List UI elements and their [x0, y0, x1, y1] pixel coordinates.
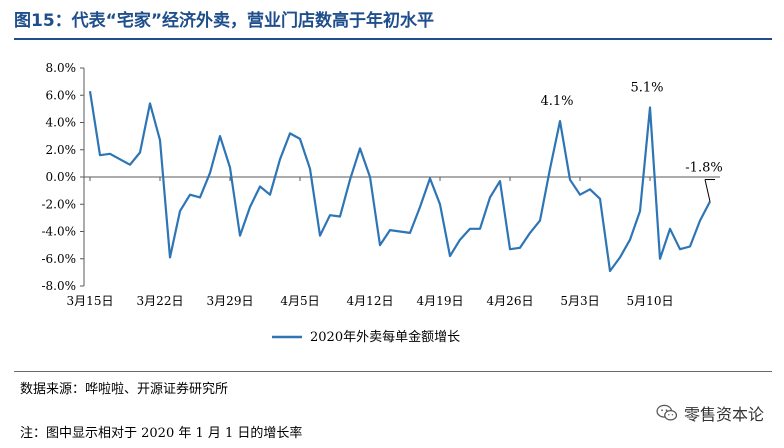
y-axis: 8.0% 6.0% 4.0% 2.0% 0.0% -2.0% -4.0% -6.0% -8.0%	[41, 61, 85, 293]
y-tick-label: -6.0%	[41, 252, 76, 266]
x-tick-label: 3月22日	[137, 294, 184, 308]
figure-title: 图15：代表“宅家”经济外卖，营业门店数高于年初水平	[14, 11, 435, 31]
legend[interactable]: 2020年外卖每单金额增长	[272, 329, 460, 345]
watermark-text: 零售资本论	[683, 405, 764, 424]
x-tick-label: 5月3日	[560, 294, 599, 308]
watermark: 零售资本论	[656, 400, 764, 426]
y-tick-label: 6.0%	[46, 88, 77, 102]
data-label: 5.1%	[630, 81, 663, 96]
title-rule	[14, 38, 772, 40]
data-label: 4.1%	[540, 94, 573, 109]
y-tick-label: -8.0%	[41, 279, 76, 293]
wechat-icon	[656, 404, 678, 421]
annotations: 4.1% 5.1% -1.8%	[540, 81, 723, 202]
footnote: 注：图中显示相对于 2020 年 1 月 1 日的增长率	[20, 426, 303, 441]
footer-rule	[14, 371, 772, 372]
y-tick-label: 8.0%	[46, 61, 77, 75]
x-tick-label: 3月29日	[207, 294, 254, 308]
series-line-0	[88, 91, 711, 273]
x-tick-label: 5月10日	[627, 294, 674, 308]
line-chart: 8.0% 6.0% 4.0% 2.0% 0.0% -2.0% -4.0% -6.0% -8.0%…	[41, 61, 723, 345]
y-tick-label: -4.0%	[41, 225, 76, 239]
x-axis: 3月15日 3月22日 3月29日 4月5日 4月12日 4月19日 4月26日 5月3日 5月…	[67, 176, 720, 308]
x-tick-label: 4月5日	[280, 294, 319, 308]
x-tick-label: 3月15日	[67, 294, 114, 308]
x-tick-label: 4月19日	[417, 294, 464, 308]
y-tick-label: 2.0%	[46, 143, 77, 157]
y-tick-label: 0.0%	[46, 170, 77, 184]
legend-label: 2020年外卖每单金额增长	[310, 329, 460, 345]
x-tick-label: 4月12日	[347, 294, 394, 308]
data-label: -1.8%	[685, 161, 722, 176]
x-tick-label: 4月26日	[487, 294, 534, 308]
y-tick-label: 4.0%	[46, 116, 77, 130]
data-source: 数据来源：哗啦啦、开源证券研究所	[20, 382, 229, 397]
y-tick-label: -2.0%	[41, 197, 76, 211]
annotation-leader	[704, 179, 711, 202]
series-group	[88, 91, 711, 273]
